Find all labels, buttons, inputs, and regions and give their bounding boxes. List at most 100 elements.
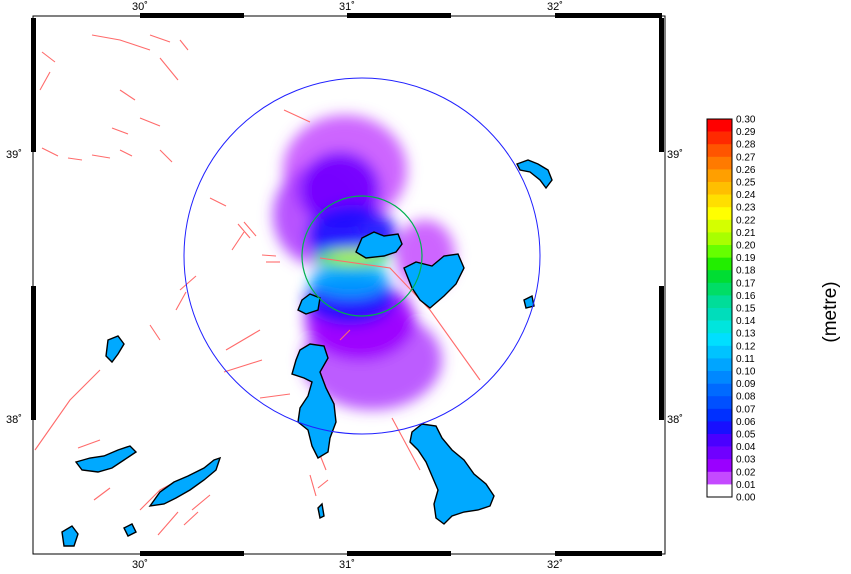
colorbar-level-label: 0.05	[736, 430, 756, 441]
lake-small-2	[123, 523, 137, 537]
lat-ticks-right: 39˚ 38˚	[667, 149, 683, 426]
lake-southwest	[148, 456, 222, 507]
island-north	[355, 231, 403, 259]
colorbar-swatch	[707, 295, 732, 309]
colorbar-level-label: 0.01	[736, 480, 756, 491]
colorbar-level-label: 0.20	[736, 241, 756, 252]
colorbar-swatch	[707, 345, 732, 359]
colorbar-level-label: 0.18	[736, 266, 756, 277]
colorbar-level-label: 0.22	[736, 215, 756, 226]
lon-ticks-top: 30˚ 31˚ 32˚	[132, 1, 563, 13]
colorbar-swatch	[707, 156, 732, 170]
colorbar-swatch	[707, 219, 732, 233]
colorbar-level-label: 0.07	[736, 404, 756, 415]
colorbar-swatch	[707, 282, 732, 296]
colorbar-level-label: 0.13	[736, 329, 756, 340]
colorbar-swatch	[707, 408, 732, 422]
lake-small-3	[317, 502, 325, 520]
map-border-top	[140, 13, 662, 18]
outer-radius-circle	[183, 77, 541, 435]
colorbar-swatch	[707, 245, 732, 258]
lat-tick-label: 38˚	[667, 414, 683, 426]
lon-tick-label: 30˚	[132, 1, 148, 13]
colorbar-swatch	[707, 119, 732, 132]
lake-small-1	[61, 525, 79, 547]
colorbar-level-label: 0.04	[736, 442, 756, 453]
colorbar-level-label: 0.02	[736, 467, 756, 478]
colorbar-level-label: 0.26	[736, 165, 756, 176]
colorbar-unit-label: (metre)	[820, 281, 841, 342]
lat-tick-label: 39˚	[6, 149, 22, 161]
lake-west-1	[105, 335, 125, 364]
colorbar-border	[706, 118, 733, 498]
colorbar-level-label: 0.19	[736, 253, 756, 264]
colorbar-level-label: 0.17	[736, 278, 756, 289]
colorbar-swatch	[707, 459, 732, 473]
colorbar-swatch	[707, 320, 732, 334]
colorbar-swatch	[707, 257, 732, 271]
lat-tick-label: 39˚	[667, 149, 683, 161]
islet-east	[523, 294, 535, 309]
colorbar-swatch	[707, 358, 732, 372]
colorbar-swatch	[707, 484, 732, 498]
landmasses	[61, 159, 553, 547]
lon-tick-label: 30˚	[132, 559, 148, 571]
map-border-left	[31, 18, 36, 420]
colorbar-level-label: 0.08	[736, 392, 756, 403]
lat-tick-label: 38˚	[6, 414, 22, 426]
colorbar-level-label: 0.16	[736, 291, 756, 302]
colorbar-level-label: 0.15	[736, 304, 756, 315]
islet-west	[297, 293, 321, 315]
colorbar-level-label: 0.21	[736, 228, 756, 239]
colorbar-level-label: 0.24	[736, 190, 756, 201]
colorbar-swatch	[707, 131, 732, 145]
colorbar-swatch	[707, 446, 732, 460]
colorbar-swatch	[707, 396, 732, 410]
colorbar-level-label: 0.28	[736, 140, 756, 151]
colorbar-swatch	[707, 270, 732, 284]
colorbar-level-label: 0.12	[736, 341, 756, 352]
lon-ticks-bottom: 30˚ 31˚ 32˚	[132, 559, 563, 571]
colorbar-level-label: 0.29	[736, 127, 756, 138]
colorbar-swatch	[707, 169, 732, 183]
colorbar: 0.300.29 0.280.27 0.26 0.250.24 0.230.22 0.21…	[706, 115, 756, 504]
lake-southeast	[409, 423, 495, 525]
colorbar-swatch	[707, 207, 732, 221]
colorbar-level-label: 0.03	[736, 455, 756, 466]
colorbar-level-label: 0.23	[736, 203, 756, 214]
lon-tick-label: 32˚	[547, 1, 563, 13]
colorbar-level-label: 0.14	[736, 316, 756, 327]
colorbar-swatch	[707, 421, 732, 435]
inner-radius-circle	[301, 195, 423, 317]
colorbar-swatch	[707, 371, 732, 384]
colorbar-swatch	[707, 182, 732, 195]
peninsula-east	[403, 253, 465, 309]
lat-ticks-left: 39˚ 38˚	[6, 149, 22, 426]
lake-west-2	[74, 445, 138, 473]
lon-tick-label: 32˚	[547, 559, 563, 571]
colorbar-swatch	[707, 333, 732, 347]
colorbar-level-label: 0.30	[736, 115, 756, 126]
lake-large-center	[291, 343, 337, 459]
colorbar-level-label: 0.06	[736, 417, 756, 428]
colorbar-swatch	[707, 232, 732, 246]
colorbar-level-label: 0.11	[736, 354, 755, 365]
lon-tick-label: 31˚	[339, 1, 355, 13]
colorbar-level-label: 0.27	[736, 152, 756, 163]
map-border-right	[659, 18, 664, 420]
colorbar-level-label: 0.00	[736, 493, 756, 504]
colorbar-swatch	[707, 471, 732, 485]
colorbar-swatch	[707, 434, 732, 447]
colorbar-level-label: 0.10	[736, 367, 756, 378]
colorbar-level-label: 0.09	[736, 379, 756, 390]
island-northeast	[516, 159, 553, 190]
colorbar-swatch	[707, 383, 732, 397]
colorbar-level-label: 0.25	[736, 178, 756, 189]
map-border-bottom	[140, 551, 662, 556]
colorbar-swatch	[707, 194, 732, 208]
colorbar-swatch	[707, 144, 732, 158]
lon-tick-label: 31˚	[339, 559, 355, 571]
fault-lines	[34, 34, 481, 536]
colorbar-swatch	[707, 308, 732, 321]
